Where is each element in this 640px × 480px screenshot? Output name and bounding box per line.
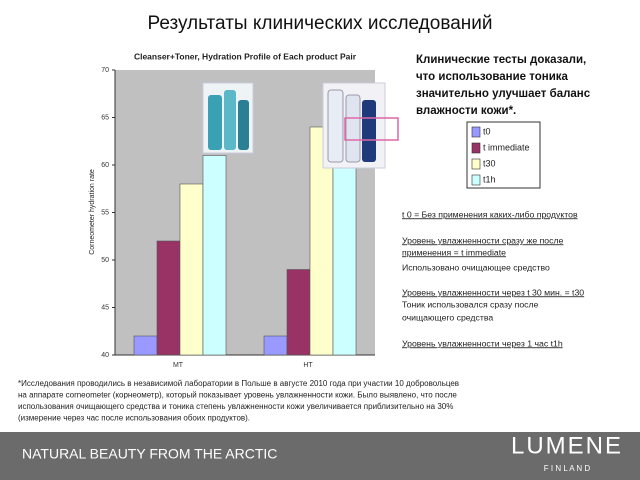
slide-title: Результаты клинических исследований	[147, 13, 492, 34]
bar	[263, 335, 288, 356]
legend-label: t immediate	[483, 142, 530, 152]
claim-line: влажности кожи*.	[416, 105, 516, 117]
explanation-line: Уровень увлажненности через t 30 мин. = …	[402, 287, 584, 297]
y-axis-label: Corneometer hydration rate	[89, 169, 96, 255]
y-tick-label: 50	[101, 257, 109, 264]
footer-country: F I N L A N D	[544, 464, 591, 473]
y-tick-label: 70	[101, 67, 109, 74]
legend-label: t1h	[483, 174, 496, 184]
bar	[332, 155, 357, 356]
footer-brand: LUMENE	[511, 432, 623, 459]
chart-title: Cleanser+Toner, Hydration Profile of Eac…	[134, 51, 357, 61]
explanation-line: очищающего средства	[402, 312, 493, 322]
legend-label: t0	[483, 126, 491, 136]
footer-slogan: NATURAL BEAUTY FROM THE ARCTIC	[22, 446, 277, 462]
claim-line: значительно улучшает баланс	[416, 88, 591, 100]
footnote-line: на аппарате corneometer (корнеометр), ко…	[18, 391, 457, 400]
y-tick-label: 55	[101, 209, 109, 216]
legend-swatch	[471, 174, 481, 186]
legend-label: t30	[483, 158, 496, 168]
bar	[202, 155, 227, 356]
bar	[286, 269, 311, 356]
explanation-line: Использовано очищающее средство	[402, 262, 550, 272]
claim-line: Клинические тесты доказали,	[416, 54, 586, 66]
y-tick-label: 45	[101, 304, 109, 311]
x-tick-label: HT	[303, 362, 313, 369]
product-image	[202, 82, 254, 154]
product-image	[322, 82, 399, 169]
explanation-line: Уровень увлажненности сразу же после	[402, 235, 564, 245]
explanation-line: Тоник использовался сразу после	[402, 299, 539, 309]
claim-line: что использование тоника	[416, 71, 569, 83]
y-tick-label: 60	[101, 162, 109, 169]
bar	[156, 240, 181, 356]
explanation-line: t 0 = Без применения каких-либо продукто…	[402, 209, 578, 219]
footnote-line: (измерение через час после использования…	[18, 414, 250, 423]
y-tick-label: 40	[101, 352, 109, 359]
explanation-line: применения = t immediate	[402, 247, 506, 257]
footer-band	[0, 432, 640, 480]
legend-swatch	[471, 126, 481, 138]
bar	[179, 183, 204, 356]
legend-swatch	[471, 142, 481, 154]
x-tick-label: MT	[173, 362, 184, 369]
explanation-line: Уровень увлажненности через 1 час t1h	[402, 338, 563, 348]
legend-swatch	[471, 158, 481, 170]
bar	[133, 335, 158, 356]
y-tick-label: 65	[101, 114, 109, 121]
footnote-line: *Исследования проводились в независимой …	[18, 379, 459, 388]
footnote-line: использования очищающего средства и тони…	[18, 402, 453, 411]
